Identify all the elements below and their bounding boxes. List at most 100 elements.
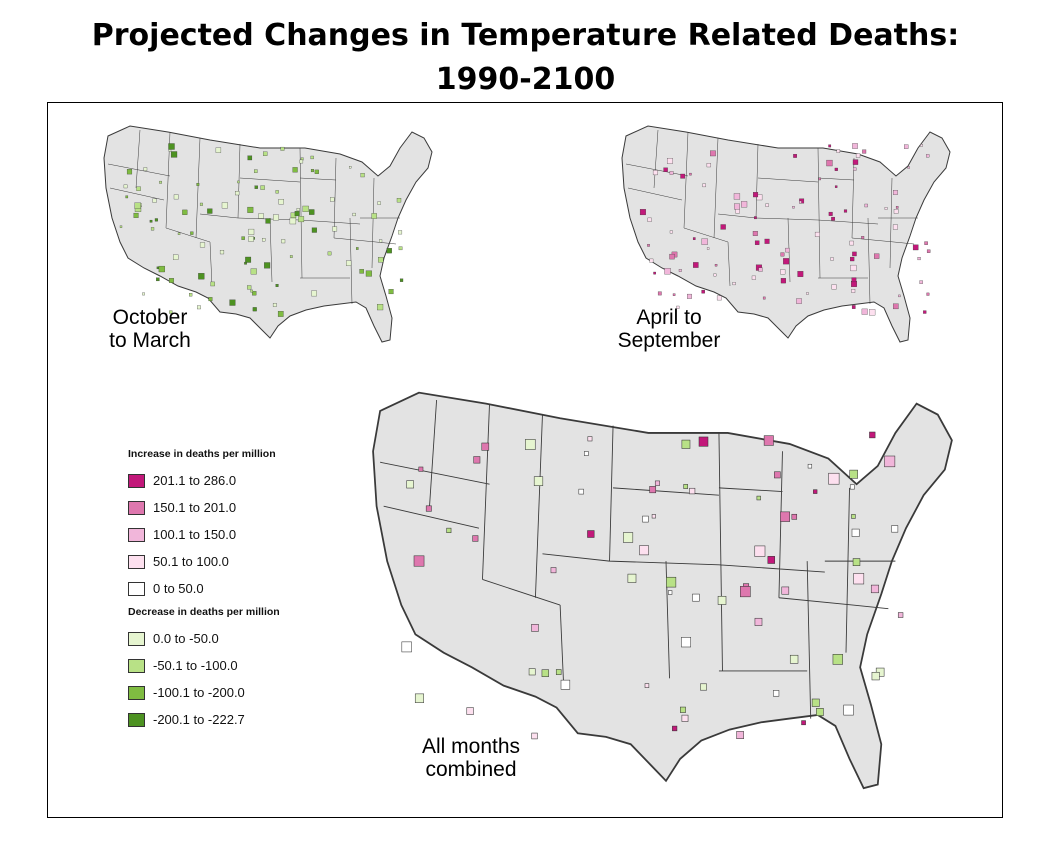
county-marker	[158, 265, 165, 273]
county-marker	[669, 253, 675, 260]
county-marker	[398, 246, 403, 251]
county-marker	[862, 149, 867, 154]
county-marker	[258, 213, 264, 219]
legend-increase-item-3: 50.1 to 100.0	[128, 548, 328, 575]
county-marker	[698, 436, 709, 447]
county-marker	[861, 308, 868, 315]
county-marker	[714, 264, 718, 267]
map-panel-frame	[47, 102, 1003, 818]
county-marker	[851, 305, 856, 309]
county-marker	[190, 231, 194, 235]
county-marker	[834, 185, 838, 188]
county-marker	[472, 535, 479, 542]
us-outline-summer	[621, 125, 951, 343]
legend-swatch	[128, 473, 145, 488]
county-marker	[783, 258, 790, 265]
county-marker	[294, 211, 300, 217]
county-marker	[197, 305, 201, 310]
county-marker	[678, 269, 682, 272]
county-marker	[924, 241, 928, 245]
county-marker	[780, 278, 786, 284]
county-marker	[386, 248, 392, 254]
county-marker	[310, 169, 314, 173]
county-marker	[813, 489, 818, 494]
legend-increase-item-2: 100.1 to 150.0	[128, 521, 328, 548]
county-marker	[262, 238, 266, 242]
label-october-to-march: October to March	[109, 306, 191, 352]
county-marker	[672, 293, 676, 296]
county-marker	[406, 480, 414, 489]
legend-label: 100.1 to 150.0	[153, 527, 237, 542]
county-marker	[852, 251, 857, 257]
county-marker	[414, 693, 424, 703]
county-marker	[289, 255, 293, 258]
county-marker	[264, 262, 271, 269]
county-marker	[311, 290, 317, 297]
county-marker	[215, 147, 222, 153]
county-marker	[828, 472, 840, 485]
county-marker	[528, 668, 536, 676]
legend-swatch	[128, 685, 145, 700]
county-marker	[254, 169, 258, 173]
county-marker	[647, 244, 650, 247]
county-marker	[152, 198, 157, 203]
county-marker	[689, 487, 696, 495]
county-marker	[260, 185, 265, 190]
county-marker	[254, 185, 258, 189]
legend-label: -50.1 to -100.0	[153, 658, 238, 673]
county-marker	[378, 257, 384, 263]
county-marker	[853, 573, 865, 585]
county-marker	[828, 211, 833, 216]
county-marker	[623, 532, 634, 543]
county-marker	[273, 214, 279, 221]
county-marker	[789, 654, 799, 664]
county-marker	[706, 163, 711, 168]
county-marker	[791, 513, 798, 520]
county-marker	[654, 480, 660, 486]
county-marker	[531, 624, 539, 632]
county-marker	[154, 218, 158, 222]
county-marker	[644, 683, 650, 688]
county-marker	[466, 707, 474, 715]
county-marker	[926, 292, 930, 296]
county-marker	[168, 143, 175, 150]
county-marker	[893, 209, 899, 214]
county-marker	[399, 278, 404, 282]
county-marker	[734, 203, 740, 210]
county-marker	[850, 256, 855, 262]
county-marker	[851, 277, 857, 283]
county-marker	[717, 595, 727, 605]
map-october-to-march	[100, 118, 440, 343]
county-marker	[252, 307, 257, 312]
county-marker	[831, 216, 835, 221]
county-marker	[639, 545, 649, 556]
county-marker	[550, 567, 557, 574]
county-marker	[134, 202, 141, 209]
county-marker	[870, 584, 879, 594]
county-marker	[349, 166, 352, 169]
county-marker	[811, 698, 820, 707]
county-marker	[169, 310, 173, 314]
county-marker	[229, 299, 236, 306]
county-marker	[849, 484, 855, 490]
county-marker	[657, 291, 662, 296]
county-marker	[816, 708, 824, 716]
county-marker	[669, 230, 673, 234]
county-marker	[199, 202, 203, 206]
county-marker	[713, 273, 717, 277]
us-outline-all	[372, 391, 953, 790]
county-marker	[753, 192, 759, 198]
legend-increase-item-0: 201.1 to 286.0	[128, 467, 328, 494]
county-marker	[125, 195, 129, 199]
county-marker	[774, 471, 781, 479]
map-april-to-september	[618, 118, 958, 343]
county-marker	[296, 208, 300, 212]
county-marker	[173, 254, 179, 260]
county-marker	[785, 247, 790, 253]
county-marker	[912, 244, 919, 251]
county-marker	[765, 203, 769, 207]
county-marker	[689, 172, 692, 176]
legend-swatch	[128, 500, 145, 515]
county-marker	[168, 149, 172, 152]
county-marker	[917, 257, 921, 261]
